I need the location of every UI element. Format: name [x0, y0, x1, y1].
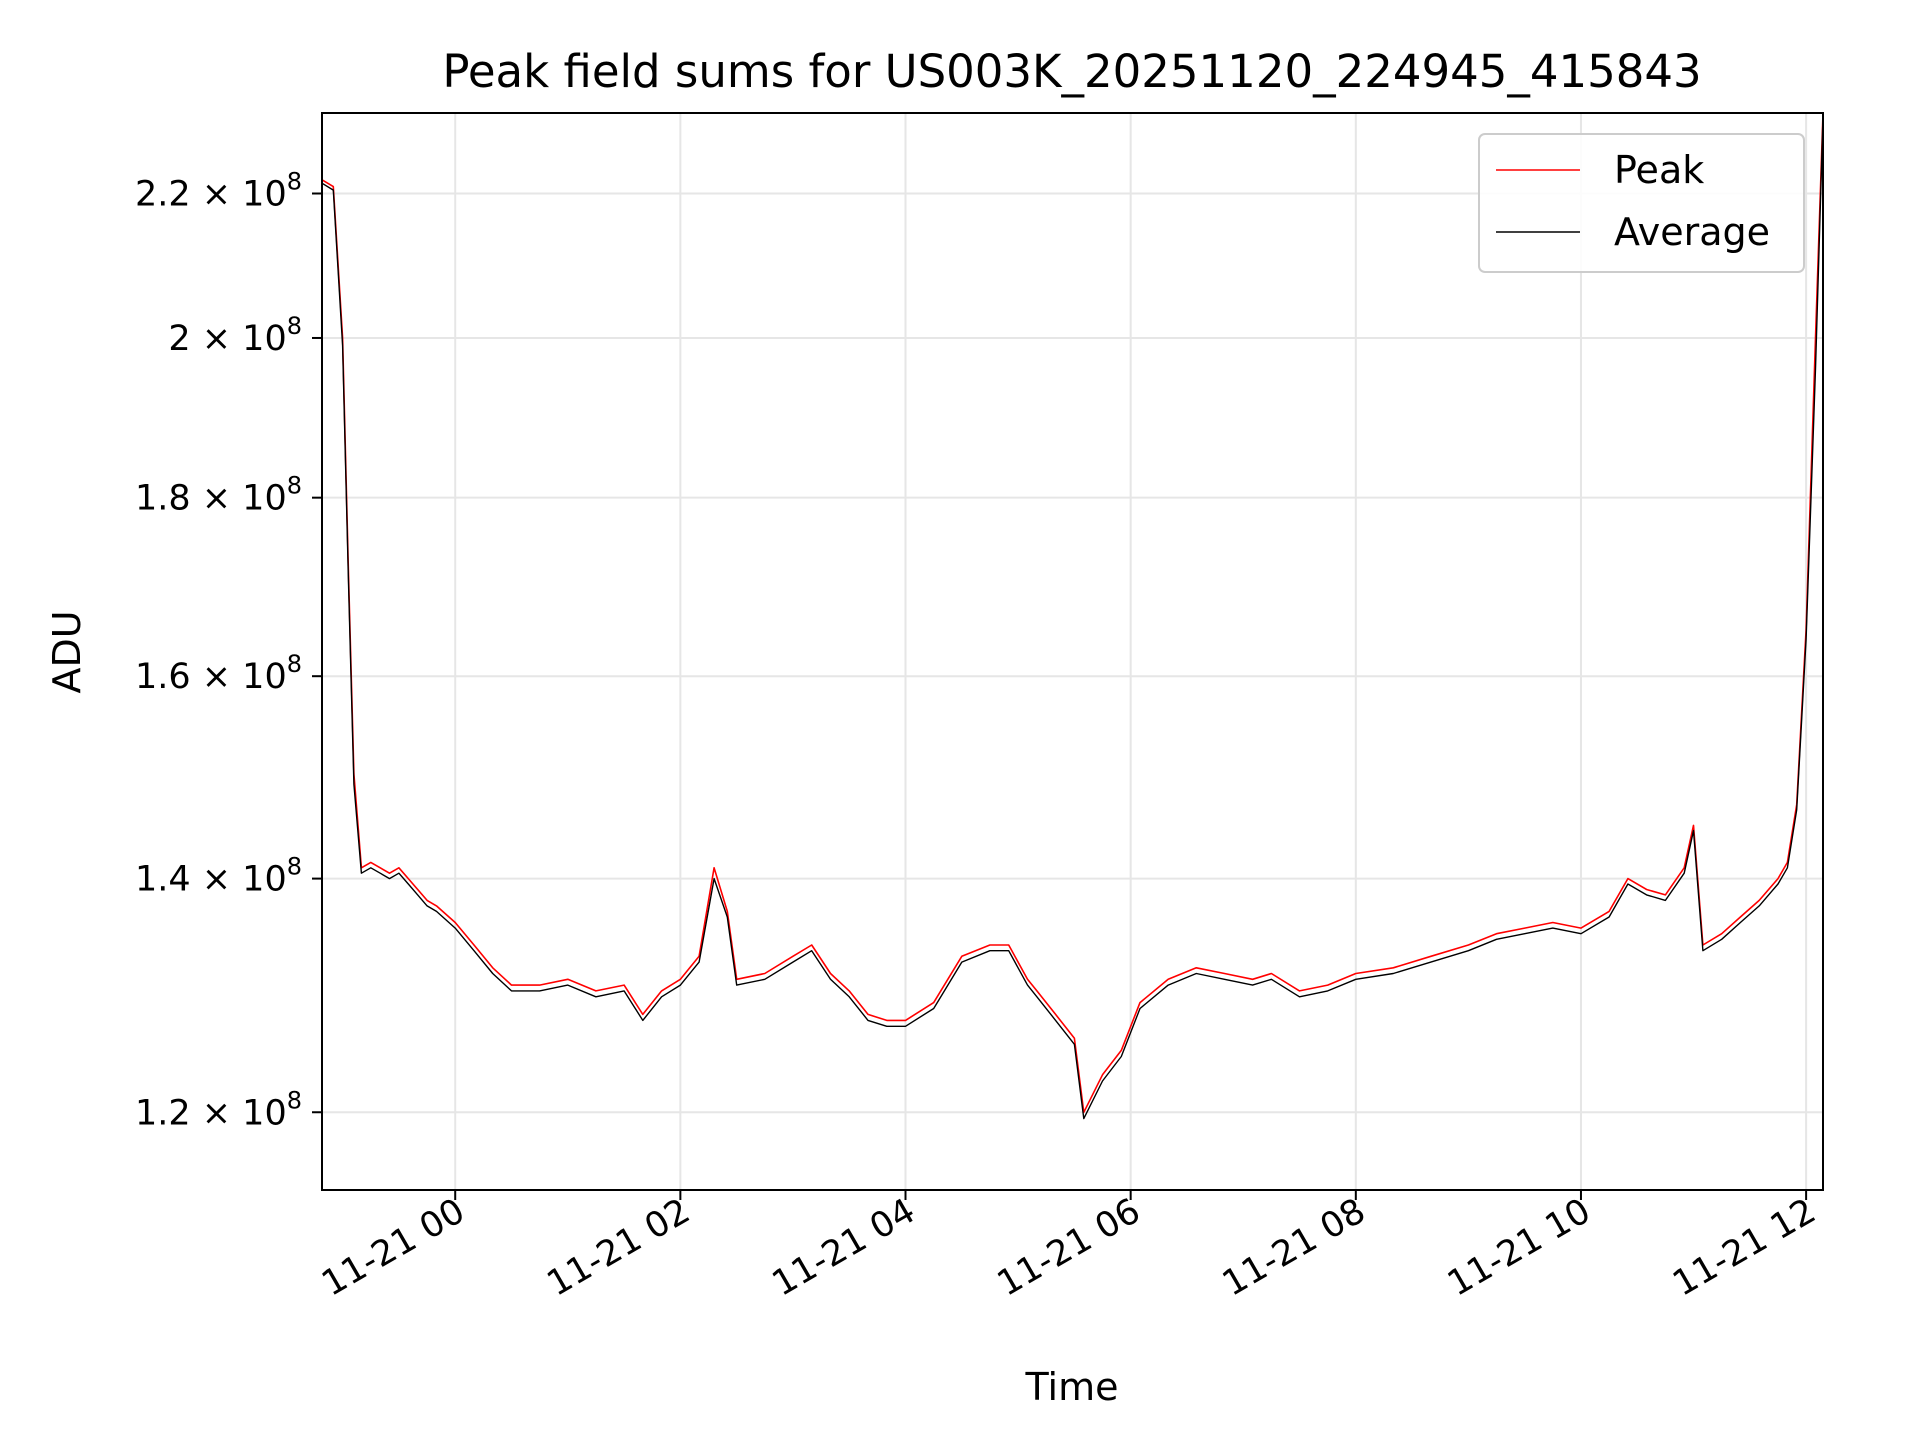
chart-title: Peak field sums for US003K_20251120_2249…: [442, 45, 1701, 98]
y-tick-label: 1.6 × 108: [135, 650, 302, 697]
legend: Peak Average: [1478, 133, 1805, 273]
series-lines: [322, 113, 1823, 1120]
y-tick-label: 1.4 × 108: [135, 853, 302, 900]
y-axis-label: ADU: [45, 610, 89, 693]
y-tick-label: 2 × 108: [168, 312, 302, 359]
legend-box: [1478, 133, 1805, 273]
series-line-average: [322, 116, 1823, 1120]
y-axis: 1.2 × 108 1.4 × 108 1.6 × 108 1.8 × 108 2 × …: [135, 168, 322, 1133]
legend-peak-label: Peak: [1614, 148, 1704, 192]
grid-lines: [322, 113, 1823, 1190]
y-tick-label: 2.2 × 108: [135, 168, 302, 215]
series-line-peak: [322, 113, 1823, 1114]
legend-average-label: Average: [1614, 210, 1770, 254]
y-tick-label: 1.2 × 108: [135, 1086, 302, 1133]
x-axis-label: Time: [1025, 1365, 1119, 1409]
y-tick-label: 1.8 × 108: [135, 472, 302, 519]
plot-frame: [321, 112, 1824, 1191]
